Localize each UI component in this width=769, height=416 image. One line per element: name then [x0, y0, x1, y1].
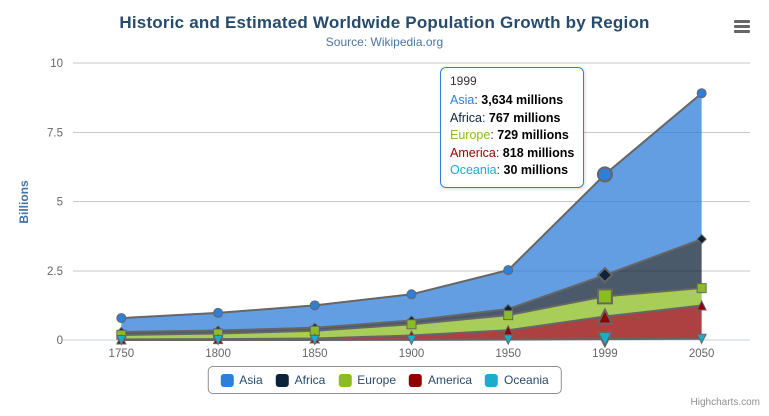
legend-item-asia[interactable]: Asia — [220, 373, 263, 387]
marker-europe-1900[interactable] — [406, 319, 417, 330]
legend-label: Europe — [357, 373, 397, 387]
x-axis-label: 1900 — [399, 348, 425, 360]
marker-oceania-1950[interactable] — [502, 334, 514, 346]
y-axis-label: 2.5 — [47, 266, 63, 278]
marker-europe-2050[interactable] — [696, 283, 707, 294]
legend-swatch-oceania — [485, 373, 499, 387]
page-subtitle: Source: Wikipedia.org — [325, 35, 444, 49]
page-title: Historic and Estimated Worldwide Populat… — [119, 13, 650, 32]
marker-america-1999[interactable] — [596, 307, 614, 325]
marker-oceania-1900[interactable] — [406, 334, 417, 346]
legend-item-africa[interactable]: Africa — [275, 373, 326, 387]
hamburger-icon — [734, 19, 750, 23]
y-axis-label: 10 — [50, 58, 63, 70]
area-asia[interactable] — [121, 93, 702, 332]
legend-label: Oceania — [504, 373, 549, 387]
marker-oceania-1800[interactable] — [212, 334, 224, 346]
marker-oceania-1999[interactable] — [596, 331, 614, 349]
marker-asia-1850[interactable] — [309, 300, 320, 311]
marker-asia-1900[interactable] — [406, 289, 417, 300]
x-axis-label: 2050 — [689, 348, 715, 360]
marker-asia-1750[interactable] — [116, 313, 127, 324]
marker-asia-1800[interactable] — [213, 307, 224, 318]
legend-item-europe[interactable]: Europe — [338, 373, 396, 387]
marker-europe-1999[interactable] — [596, 288, 613, 305]
legend-label: Africa — [294, 373, 326, 387]
marker-oceania-2050[interactable] — [696, 333, 707, 345]
legend-swatch-asia — [220, 373, 234, 387]
marker-oceania-1750[interactable] — [116, 334, 127, 346]
y-axis-label: 0 — [57, 335, 63, 347]
area-america[interactable] — [121, 305, 702, 340]
marker-africa-2050[interactable] — [696, 233, 707, 245]
legend-swatch-america — [409, 373, 423, 387]
legend-item-oceania[interactable]: Oceania — [485, 373, 549, 387]
y-axis-label: 7.5 — [47, 127, 63, 139]
legend-label: America — [428, 373, 473, 387]
marker-asia-1950[interactable] — [503, 265, 514, 276]
x-axis-label: 1850 — [302, 348, 328, 360]
legend-swatch-africa — [275, 373, 289, 387]
area-africa[interactable] — [121, 239, 702, 335]
y-axis-title: Billions — [17, 180, 31, 224]
x-axis-label: 1800 — [205, 348, 231, 360]
legend-label: Asia — [239, 373, 263, 387]
x-axis-label: 1950 — [495, 348, 521, 360]
legend-item-america[interactable]: America — [409, 373, 472, 387]
legend-swatch-europe — [338, 373, 352, 387]
x-axis-label: 1750 — [109, 348, 135, 360]
legend: Asia Africa Europe America Oceania — [207, 366, 562, 394]
marker-asia-2050[interactable] — [696, 88, 707, 99]
marker-europe-1950[interactable] — [503, 310, 514, 321]
marker-oceania-1850[interactable] — [309, 334, 321, 346]
y-axis-label: 5 — [57, 197, 63, 209]
marker-america-2050[interactable] — [696, 299, 707, 311]
marker-africa-1999[interactable] — [596, 266, 614, 284]
credits-link[interactable]: Highcharts.com — [690, 397, 760, 408]
marker-asia-1999[interactable] — [596, 166, 613, 183]
x-axis-label: 1999 — [592, 348, 618, 360]
export-menu-button[interactable] — [731, 17, 753, 35]
